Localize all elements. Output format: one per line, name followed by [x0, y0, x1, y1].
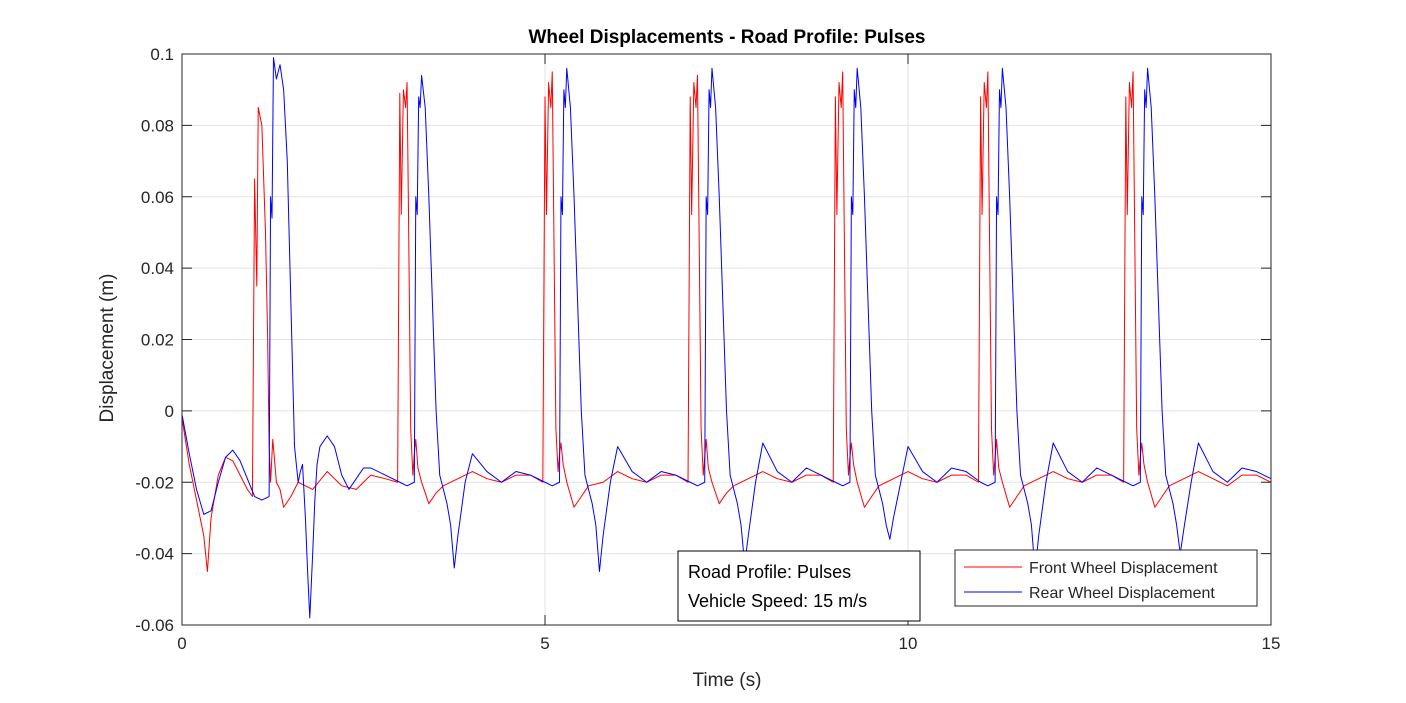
ticks: 0 5 10 15 -0.06 -0.04 -0.02 0 0.02 0.04 0.06 0.08 0.… [135, 45, 1280, 653]
x-tick-label: 0 [177, 634, 186, 653]
x-tick-label: 5 [540, 634, 549, 653]
front-wheel-line [181, 71, 1272, 572]
y-tick-label: -0.04 [135, 545, 174, 564]
x-axis-label: Time (s) [693, 670, 762, 691]
series-layer [181, 57, 1272, 619]
y-tick-label: -0.02 [135, 473, 174, 492]
y-tick-label: 0.06 [141, 188, 174, 207]
x-tick-label: 15 [1262, 634, 1281, 653]
annotation-line-vehicle-speed: Vehicle Speed: 15 m/s [688, 591, 867, 611]
chart-title: Wheel Displacements - Road Profile: Puls… [529, 27, 926, 48]
y-tick-label: 0.08 [141, 116, 174, 135]
rear-wheel-line [181, 57, 1272, 619]
legend-frame [954, 549, 1258, 607]
y-tick-label: 0.1 [150, 45, 174, 64]
x-tick-label: 10 [899, 634, 918, 653]
y-tick-label: 0.04 [141, 259, 174, 278]
annotation-line-road-profile: Road Profile: Pulses [688, 562, 851, 582]
legend-label-front: Front Wheel Displacement [1029, 560, 1218, 577]
y-tick-label: 0 [165, 402, 174, 421]
y-tick-label: -0.06 [135, 616, 174, 635]
legend-label-rear: Rear Wheel Displacement [1029, 585, 1215, 602]
grid [181, 53, 1272, 626]
annotation-box: Road Profile: Pulses Vehicle Speed: 15 m… [677, 550, 921, 622]
y-axis-label: Displacement (m) [97, 274, 118, 423]
y-tick-label: 0.02 [141, 331, 174, 350]
legend: Front Wheel Displacement Rear Wheel Disp… [954, 549, 1258, 607]
annotation-box-frame [677, 550, 921, 622]
